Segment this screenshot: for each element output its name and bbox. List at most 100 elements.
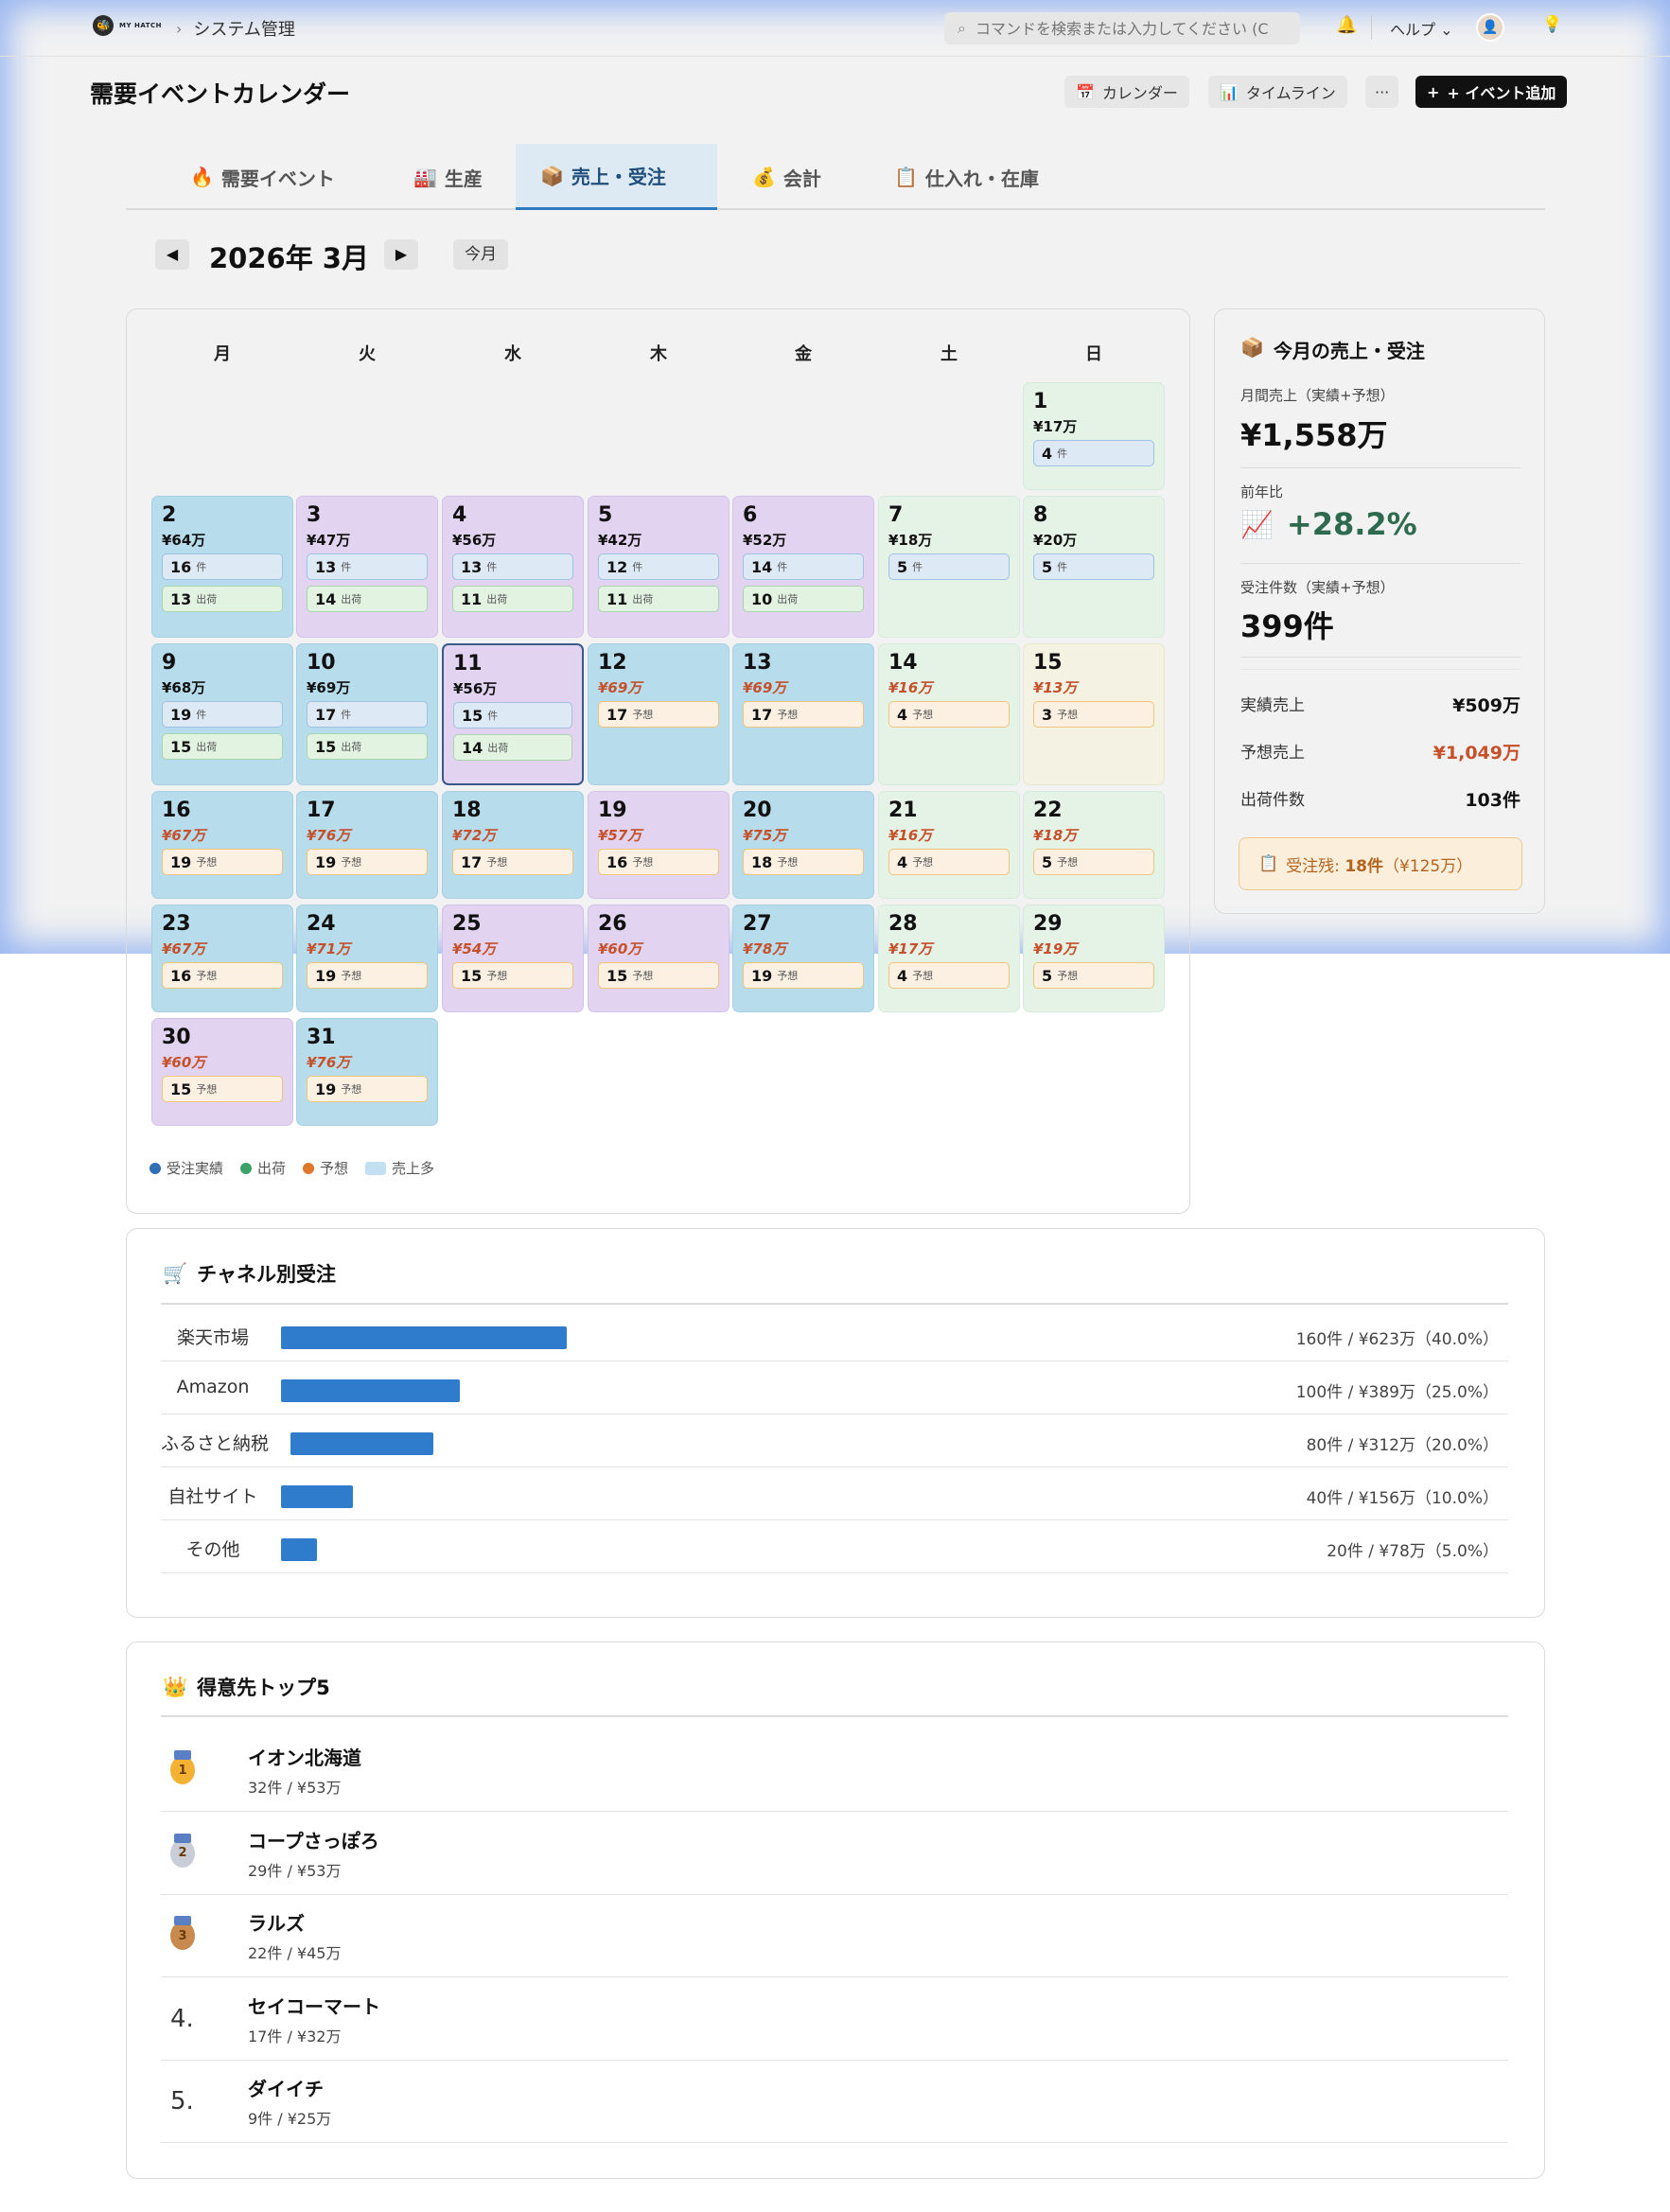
calendar-day-4[interactable]: 4 ¥56万 13 件 11 出荷 [442,496,584,638]
customer-row[interactable]: 1 イオン北海道 32件 / ¥53万 [161,1729,1508,1812]
add-event-button[interactable]: + + イベント追加 [1415,76,1568,108]
day-forecast-badge[interactable]: 17 予想 [743,701,864,728]
tab-production[interactable]: 🏭 生産 [389,144,507,210]
command-search[interactable]: ⌕ [944,12,1300,44]
day-forecast-badge[interactable]: 18 予想 [743,849,864,875]
calendar-day-25[interactable]: 25 ¥54万 15 予想 [442,904,584,1012]
day-order-badge[interactable]: 19 件 [162,701,283,728]
day-forecast-badge[interactable]: 17 予想 [598,701,719,728]
calendar-day-10[interactable]: 10 ¥69万 17 件 15 出荷 [296,643,438,785]
breadcrumb-item[interactable]: システム管理 [193,20,295,40]
day-forecast-badge[interactable]: 19 予想 [162,849,283,875]
customer-row[interactable]: 2 コープさっぽろ 29件 / ¥53万 [161,1813,1508,1895]
day-forecast-badge[interactable]: 19 予想 [307,849,428,875]
day-forecast-badge[interactable]: 19 予想 [743,962,864,989]
day-order-badge[interactable]: 13 件 [452,553,573,580]
tab-accounting[interactable]: 💰 会計 [728,144,846,210]
calendar-day-17[interactable]: 17 ¥76万 19 予想 [296,791,438,899]
customer-row[interactable]: 4. セイコーマート 17件 / ¥32万 [161,1978,1508,2061]
calendar-day-26[interactable]: 26 ¥60万 15 予想 [588,904,730,1012]
order-backlog-badge[interactable]: 📋 受注残: 18件（¥125万） [1239,837,1522,890]
customer-row[interactable]: 5. ダイイチ 9件 / ¥25万 [161,2061,1508,2143]
channel-row[interactable]: その他 20件 / ¥78万（5.0%） [161,1520,1508,1573]
day-forecast-badge[interactable]: 15 予想 [162,1076,283,1102]
day-forecast-badge[interactable]: 15 予想 [452,962,573,989]
day-order-badge[interactable]: 16 件 [162,553,283,580]
calendar-day-7[interactable]: 7 ¥18万 5 件 [878,496,1020,638]
calendar-day-1[interactable]: 1 ¥17万 4 件 [1023,382,1165,490]
calendar-day-23[interactable]: 23 ¥67万 16 予想 [151,904,293,1012]
calendar-day-3[interactable]: 3 ¥47万 13 件 14 出荷 [296,496,438,638]
channel-row[interactable]: 自社サイト 40件 / ¥156万（10.0%） [161,1467,1508,1520]
day-shipment-badge[interactable]: 13 出荷 [162,586,283,612]
calendar-day-21[interactable]: 21 ¥16万 4 予想 [878,791,1020,899]
search-input[interactable] [975,19,1278,38]
day-shipment-badge[interactable]: 11 出荷 [452,586,573,612]
day-order-badge[interactable]: 12 件 [598,553,719,580]
tab-sales-orders[interactable]: 📦 売上・受注 [516,144,717,210]
calendar-day-30[interactable]: 30 ¥60万 15 予想 [151,1018,293,1126]
day-shipment-badge[interactable]: 11 出荷 [598,586,719,612]
tab-demand-events[interactable]: 🔥 需要イベント [166,144,360,210]
calendar-day-27[interactable]: 27 ¥78万 19 予想 [732,904,874,1012]
lightbulb-icon[interactable]: 💡 [1542,15,1563,34]
calendar-day-11[interactable]: 11 ¥56万 15 件 14 出荷 [442,643,584,785]
calendar-day-12[interactable]: 12 ¥69万 17 予想 [588,643,730,785]
calendar-day-13[interactable]: 13 ¥69万 17 予想 [732,643,874,785]
day-shipment-badge[interactable]: 14 出荷 [453,734,572,761]
day-shipment-badge[interactable]: 14 出荷 [307,586,428,612]
day-shipment-badge[interactable]: 15 出荷 [162,733,283,760]
prev-month-button[interactable]: ◀ [155,239,189,270]
day-shipment-badge[interactable]: 10 出荷 [743,586,864,612]
day-forecast-badge[interactable]: 4 予想 [888,849,1010,875]
channel-row[interactable]: ふるさと納税 80件 / ¥312万（20.0%） [161,1414,1508,1467]
day-forecast-badge[interactable]: 5 予想 [1033,849,1154,875]
current-month-button[interactable]: 今月 [453,239,508,270]
day-forecast-badge[interactable]: 3 予想 [1033,701,1154,728]
day-forecast-badge[interactable]: 19 予想 [307,962,428,989]
calendar-day-22[interactable]: 22 ¥18万 5 予想 [1023,791,1165,899]
calendar-day-29[interactable]: 29 ¥19万 5 予想 [1023,904,1165,1012]
day-forecast-badge[interactable]: 16 予想 [162,962,283,989]
day-forecast-badge[interactable]: 15 予想 [598,962,719,989]
tab-purchasing-inventory[interactable]: 📋 仕入れ・在庫 [870,144,1064,210]
calendar-day-9[interactable]: 9 ¥68万 19 件 15 出荷 [151,643,293,785]
day-order-badge[interactable]: 14 件 [743,553,864,580]
app-logo[interactable]: 🐝 MY HATCH [93,15,162,36]
day-forecast-badge[interactable]: 16 予想 [598,849,719,875]
calendar-day-5[interactable]: 5 ¥42万 12 件 11 出荷 [588,496,730,638]
day-order-badge[interactable]: 13 件 [307,553,428,580]
day-order-badge[interactable]: 15 件 [453,702,572,729]
calendar-day-14[interactable]: 14 ¥16万 4 予想 [878,643,1020,785]
calendar-day-19[interactable]: 19 ¥57万 16 予想 [588,791,730,899]
day-forecast-badge[interactable]: 5 予想 [1033,962,1154,989]
calendar-day-28[interactable]: 28 ¥17万 4 予想 [878,904,1020,1012]
next-month-button[interactable]: ▶ [384,239,418,270]
calendar-day-16[interactable]: 16 ¥67万 19 予想 [151,791,293,899]
timeline-view-button[interactable]: 📊 タイムライン [1208,76,1347,108]
day-forecast-badge[interactable]: 19 予想 [307,1076,428,1102]
calendar-day-8[interactable]: 8 ¥20万 5 件 [1023,496,1165,638]
customer-row[interactable]: 3 ラルズ 22件 / ¥45万 [161,1895,1508,1977]
calendar-day-6[interactable]: 6 ¥52万 14 件 10 出荷 [732,496,874,638]
day-shipment-badge[interactable]: 15 出荷 [307,733,428,760]
day-order-badge[interactable]: 17 件 [307,701,428,728]
calendar-day-15[interactable]: 15 ¥13万 3 予想 [1023,643,1165,785]
calendar-day-18[interactable]: 18 ¥72万 17 予想 [442,791,584,899]
avatar[interactable]: 👤 [1476,13,1504,42]
calendar-day-24[interactable]: 24 ¥71万 19 予想 [296,904,438,1012]
calendar-day-20[interactable]: 20 ¥75万 18 予想 [732,791,874,899]
channel-row[interactable]: Amazon 100件 / ¥389万（25.0%） [161,1361,1508,1414]
day-forecast-badge[interactable]: 4 予想 [888,701,1010,728]
help-menu[interactable]: ヘルプ ⌄ [1390,17,1453,40]
channel-row[interactable]: 楽天市場 160件 / ¥623万（40.0%） [161,1308,1508,1361]
calendar-day-2[interactable]: 2 ¥64万 16 件 13 出荷 [151,496,293,638]
day-forecast-badge[interactable]: 17 予想 [452,849,573,875]
more-button[interactable]: ··· [1365,76,1399,108]
bell-icon[interactable]: 🔔 [1336,15,1358,35]
day-forecast-badge[interactable]: 4 予想 [888,962,1010,989]
calendar-day-31[interactable]: 31 ¥76万 19 予想 [296,1018,438,1126]
